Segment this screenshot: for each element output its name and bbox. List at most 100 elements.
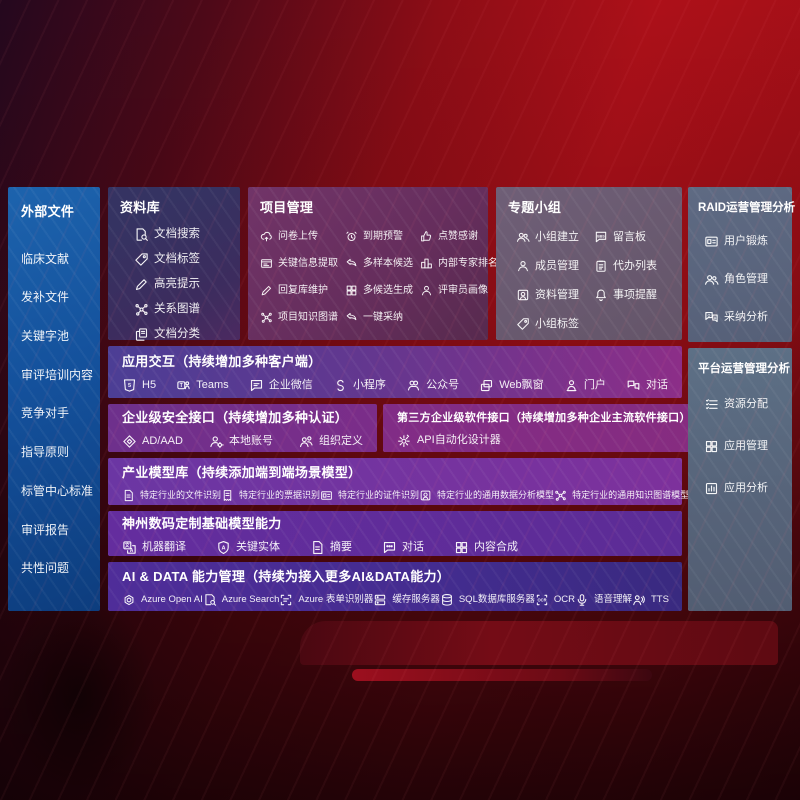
client-item-label: H5 <box>142 379 157 391</box>
service-item: Azure Search <box>203 593 279 607</box>
client-item: Web飘窗 <box>479 378 544 393</box>
window-icon <box>479 378 494 393</box>
analysis-item-label: 应用管理 <box>724 440 768 452</box>
capability-item-label: 内容合成 <box>474 540 518 553</box>
base-models-title: 神州数码定制基础模型能力 <box>122 515 282 531</box>
client-item: 公众号 <box>406 378 459 393</box>
auth-item-label: AD/AAD <box>142 435 183 447</box>
grid-icon <box>454 540 469 555</box>
scan-form-icon <box>279 593 293 607</box>
chat-dots-icon <box>382 540 397 555</box>
client-item: T Teams <box>176 378 229 393</box>
client-item: 对话 <box>626 378 668 393</box>
h5-icon: 5 <box>122 378 137 393</box>
pencil-icon <box>260 284 273 297</box>
bbs-icon: BBS <box>594 230 608 244</box>
client-item-label: 对话 <box>645 379 668 391</box>
openai-icon <box>122 593 136 607</box>
service-item-label: Azure Open AI <box>141 594 203 606</box>
mini-icon <box>333 378 348 393</box>
base-models-titleline: 神州数码定制基础模型能力 <box>122 513 668 532</box>
people-icon <box>704 272 719 287</box>
group-item-label: 事项提醒 <box>613 288 657 301</box>
group-item-label: 资料管理 <box>535 288 579 301</box>
project-item: 回复库维护 <box>260 284 338 297</box>
svg-text:A: A <box>130 548 134 554</box>
auth-item-label: 组织定义 <box>318 435 363 447</box>
group-item: 代办列表 <box>594 259 672 273</box>
client-item-label: Teams <box>196 379 229 391</box>
analysis-item: 应用管理 <box>704 439 786 454</box>
model-item-label: 特定行业的通用知识图谱模型 <box>572 489 690 500</box>
background-laptop-silhouette <box>300 621 778 665</box>
project-item: 一键采纳 <box>345 311 413 324</box>
client-item-label: 公众号 <box>426 379 460 391</box>
project-management-grid: 问卷上传 到期预警 点赞感谢 关键信息提取 多样本候选 内部专家排名 回复库维护 多候选生成 评… <box>260 230 498 324</box>
group-item-label: 代办列表 <box>613 259 657 272</box>
doc-search-icon <box>134 227 149 242</box>
project-item: 关键信息提取 <box>260 257 338 270</box>
project-item: 问卷上传 <box>260 230 338 243</box>
diamond-icon <box>122 434 137 449</box>
capability-item-label: 关键实体 <box>236 540 280 553</box>
project-item-label: 回复库维护 <box>278 284 328 296</box>
service-item: TTS <box>632 593 669 607</box>
client-item-label: Web飘窗 <box>499 379 544 391</box>
service-item: Azure Open AI <box>122 593 203 607</box>
idcard-icon <box>320 489 333 502</box>
raid-analysis-title: RAID运营管理分析 <box>698 202 796 214</box>
library-item: 文档标签 <box>134 252 230 267</box>
external-file-item-label: 标管中心标准 <box>21 483 94 498</box>
capability-item-label: 对话 <box>402 540 424 553</box>
external-file-item: 指导原则 <box>21 446 100 458</box>
auth-item: AD/AAD <box>122 434 183 449</box>
industry-models-row: 产业模型库 （持续添加端到端场景模型） 特定行业的文件识别 特定行业的票据识别 特定… <box>108 458 689 505</box>
project-management-panel: 项目管理 问卷上传 到期预警 点赞感谢 关键信息提取 多样本候选 内部专家排名 回复库维护 多… <box>248 187 498 340</box>
service-item: 缓存服务器 <box>373 593 440 607</box>
library-item: 文档搜索 <box>134 227 230 242</box>
external-file-item: 临床文献 <box>21 253 100 265</box>
security-note: （持续增加多种认证） <box>215 410 349 425</box>
library-item-label: 文档分类 <box>154 327 200 340</box>
library-item: 高亮提示 <box>134 277 230 292</box>
svg-text:A: A <box>221 545 225 551</box>
ai-data-note: （持续为接入更多AI&DATA能力） <box>245 569 451 584</box>
base-models-list: 文 A 机器翻译 A 关键实体 摘要 对话 内容合成 <box>122 540 668 555</box>
tts-icon <box>632 593 646 607</box>
graph-icon <box>554 489 567 502</box>
person-icon <box>516 259 530 273</box>
background-red-strip <box>352 669 652 681</box>
external-file-item-label: 临床文献 <box>21 251 70 266</box>
app-interaction-row: 应用交互 （持续增加多种客户端） 5 H5 T Teams 企业微信 小程序 公众号 Web飘… <box>108 346 682 398</box>
project-item-label: 点赞感谢 <box>438 230 478 242</box>
ai-data-row: AI & DATA 能力管理 （持续为接入更多AI&DATA能力） Azure … <box>108 562 682 611</box>
auth-item: 本地账号 <box>209 434 273 449</box>
library-list: 文档搜索 文档标签 高亮提示 关系图谱 文档分类 <box>134 227 230 342</box>
external-file-item: 竞争对手 <box>21 407 100 419</box>
external-files-panel: 外部文件 临床文献 发补文件 关键字池 审评培训内容 竞争对手 指导原则 标管中心标准 审评报… <box>8 187 100 611</box>
service-item: OCR OCR <box>535 593 575 607</box>
cloud-up-icon <box>260 230 273 243</box>
project-item-label: 到期预警 <box>363 230 403 242</box>
client-item-label: 门户 <box>583 379 606 391</box>
library-item-label: 高亮提示 <box>154 277 200 290</box>
raid-analysis-panel: RAID运营管理分析 用户锻炼角色管理QA采纳分析问题趋势 <box>688 187 796 362</box>
analysis-column: RAID运营管理分析 用户锻炼角色管理QA采纳分析问题趋势 平台运营管理分析 资… <box>688 187 796 611</box>
chat-icon <box>249 378 264 393</box>
svg-text:文: 文 <box>125 542 131 549</box>
analysis-item: Q A 采纳分析 <box>704 310 786 325</box>
idcard-icon <box>704 234 719 249</box>
service-item: SQL数据库服务器 <box>440 593 535 607</box>
analysis-item-label: 角色管理 <box>724 273 768 285</box>
service-item-label: SQL数据库服务器 <box>458 594 535 606</box>
group-item: 小组标签 <box>516 317 594 331</box>
database-icon <box>440 593 454 607</box>
library-title: 资料库 <box>120 200 160 215</box>
interface-row: 企业级安全接口 （持续增加多种认证） AD/AAD 本地账号 组织定义 第三方企业级… <box>108 404 705 452</box>
external-file-item-label: 关键字池 <box>21 329 70 344</box>
speech-icon <box>575 593 589 607</box>
person-gear-icon <box>209 434 224 449</box>
thirdparty-note: （持续增加多种企业主流软件接口） <box>509 411 691 424</box>
client-item: 企业微信 <box>249 378 313 393</box>
